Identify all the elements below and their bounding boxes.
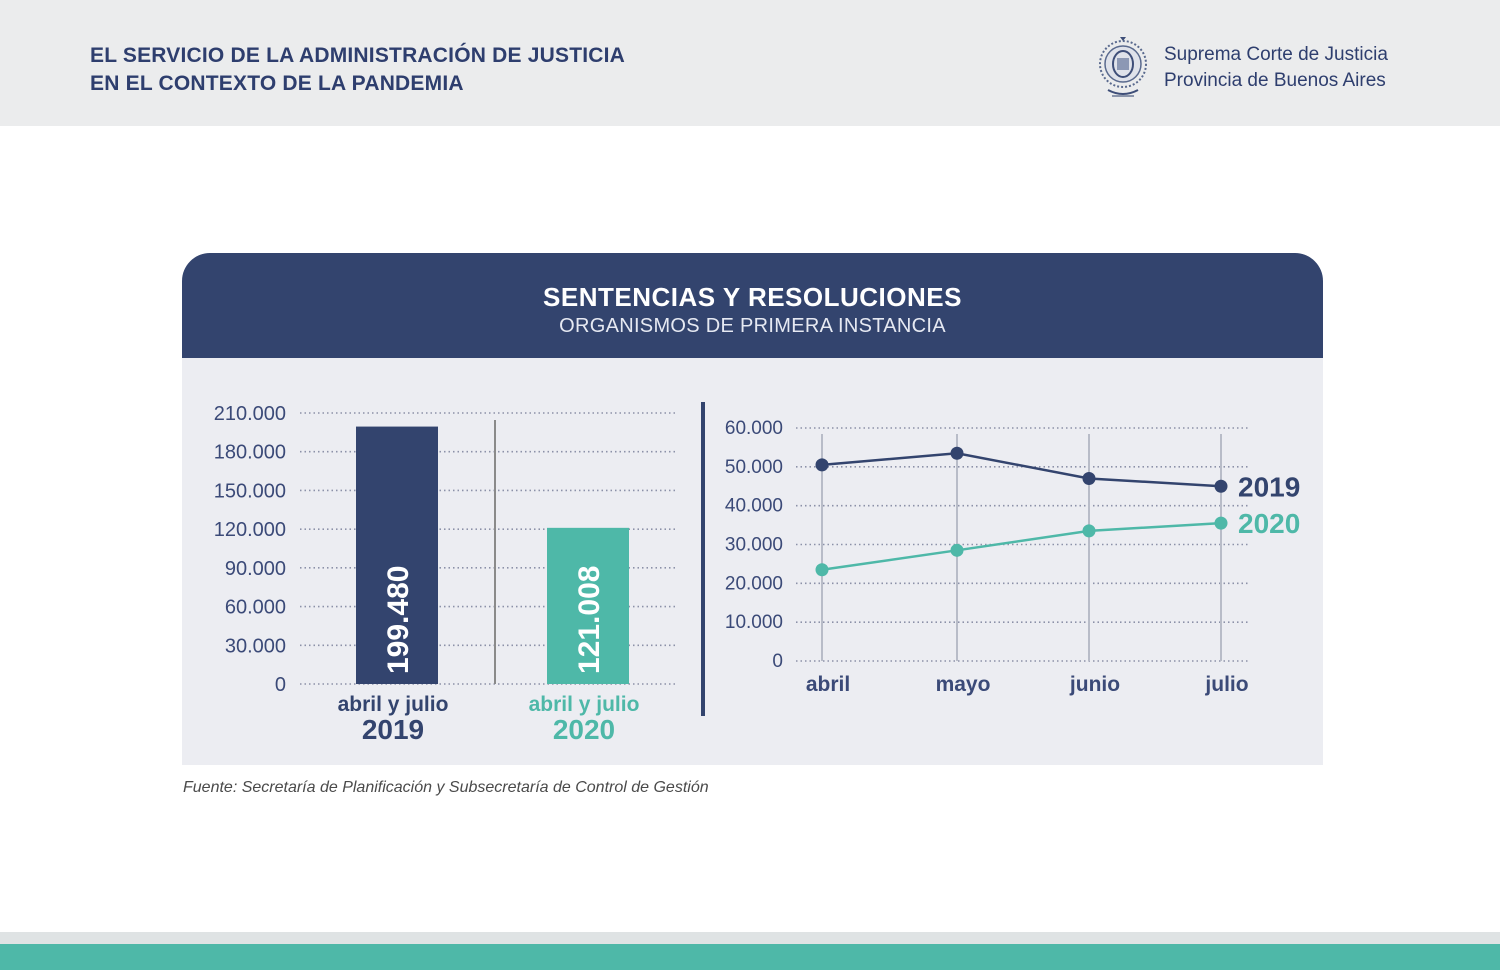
bar-y-tick-label: 210.000 [214,403,286,425]
line-point-2020 [815,563,829,577]
bar-category-label: 2020 [553,714,615,745]
chart-card-subtitle: ORGANISMOS DE PRIMERA INSTANCIA [559,315,946,337]
footer-accent-bar [0,944,1500,970]
source-note: Fuente: Secretaría de Planificación y Su… [183,779,709,796]
organization-name-line-2: Provincia de Buenos Aires [1164,70,1386,91]
page-title-line-1: EL SERVICIO DE LA ADMINISTRACIÓN DE JUST… [90,44,626,67]
bar-category-caption: abril y julio [338,693,449,716]
chart-card-header: SENTENCIAS Y RESOLUCIONES ORGANISMOS DE … [182,253,1323,358]
line-point-2019 [950,446,964,460]
line-series-2019 [821,451,1222,488]
footer-band [0,932,1500,944]
bar-y-tick-label: 120.000 [214,519,286,541]
court-seal-icon [1099,37,1147,97]
line-y-tick-label: 50.000 [725,457,783,478]
bar-y-tick-label: 0 [275,674,286,696]
bar-category-caption: abril y julio [529,693,640,716]
line-series-2020 [821,521,1222,571]
line-point-2020 [1082,524,1096,538]
organization-name-line-1: Suprema Corte de Justicia [1164,44,1388,65]
page-title: EL SERVICIO DE LA ADMINISTRACIÓN DE JUST… [90,42,625,98]
legend-label-2020: 2020 [1238,508,1300,539]
line-point-2019 [1214,479,1228,493]
line-x-tick-label: junio [1069,673,1120,696]
line-point-2019 [815,458,829,472]
line-point-2020 [950,543,964,557]
bar-y-tick-label: 150.000 [214,480,286,502]
bar-2020 [547,527,629,684]
line-y-tick-label: 30.000 [725,535,783,556]
header-band [0,0,1500,126]
line-y-tick-label: 40.000 [725,496,783,517]
bar-2019 [356,426,438,684]
charts-canvas: 0 30.000 60.000 90.000 120.000 150.000 180.000… [214,402,1300,745]
line-y-tick-label: 10.000 [725,612,783,633]
organization-name: Suprema Corte de Justicia Provincia de B… [1164,42,1388,94]
legend-label-2019: 2019 [1238,471,1300,502]
line-point-2020 [1214,516,1228,530]
chart-card-title: SENTENCIAS Y RESOLUCIONES [543,282,962,312]
bar-y-tick-label: 60.000 [225,597,286,619]
line-point-2019 [1082,471,1096,485]
line-y-tick-label: 60.000 [725,418,783,439]
line-x-tick-label: abril [806,673,850,696]
bar-value-label: 121.008 [573,566,606,674]
bar-y-tick-label: 90.000 [225,558,286,580]
bar-y-tick-label: 30.000 [225,635,286,657]
line-x-tick-label: mayo [936,673,991,696]
line-y-tick-label: 0 [772,651,783,672]
line-y-tick-label: 20.000 [725,573,783,594]
bar-category-label: 2019 [362,714,424,745]
bar-y-tick-label: 180.000 [214,442,286,464]
page-title-line-2: EN EL CONTEXTO DE LA PANDEMIA [90,72,464,95]
line-x-tick-label: julio [1204,673,1248,696]
chart-card-body: 0 30.000 60.000 90.000 120.000 150.000 180.000… [182,358,1323,765]
bar-value-label: 199.480 [382,566,415,674]
